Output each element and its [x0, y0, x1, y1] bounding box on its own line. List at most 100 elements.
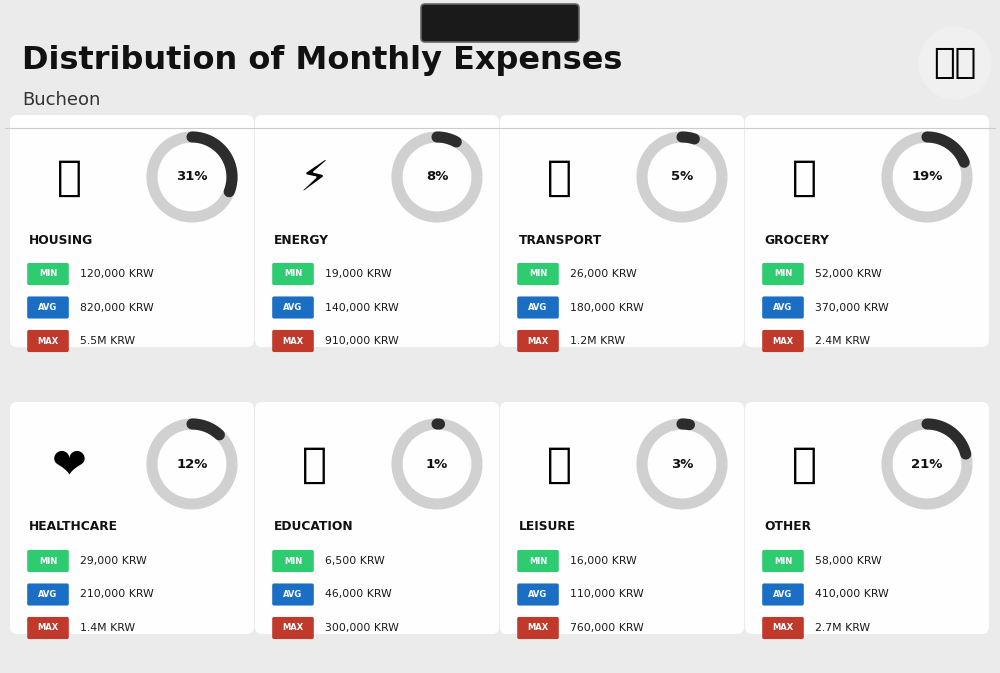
FancyBboxPatch shape — [27, 330, 69, 352]
FancyBboxPatch shape — [27, 263, 69, 285]
Text: AVG: AVG — [38, 590, 58, 599]
Text: HEALTHCARE: HEALTHCARE — [29, 520, 118, 534]
Text: 12%: 12% — [176, 458, 208, 470]
FancyBboxPatch shape — [272, 296, 314, 318]
Text: AVG: AVG — [773, 303, 793, 312]
Text: 820,000 KRW: 820,000 KRW — [80, 302, 154, 312]
Text: 19%: 19% — [911, 170, 943, 184]
Text: AVG: AVG — [528, 303, 548, 312]
Text: 21%: 21% — [911, 458, 943, 470]
FancyBboxPatch shape — [517, 550, 559, 572]
Text: 52,000 KRW: 52,000 KRW — [815, 269, 882, 279]
Text: 46,000 KRW: 46,000 KRW — [325, 590, 392, 600]
Text: 29,000 KRW: 29,000 KRW — [80, 556, 147, 566]
FancyBboxPatch shape — [762, 550, 804, 572]
Text: 🚌: 🚌 — [546, 157, 572, 199]
FancyBboxPatch shape — [762, 263, 804, 285]
Text: 58,000 KRW: 58,000 KRW — [815, 556, 882, 566]
Text: ❤: ❤ — [52, 444, 86, 486]
FancyBboxPatch shape — [27, 583, 69, 606]
Text: MIN: MIN — [39, 269, 57, 279]
FancyBboxPatch shape — [762, 330, 804, 352]
FancyBboxPatch shape — [762, 583, 804, 606]
Text: 760,000 KRW: 760,000 KRW — [570, 623, 644, 633]
Text: MIN: MIN — [39, 557, 57, 565]
FancyBboxPatch shape — [10, 115, 254, 347]
FancyBboxPatch shape — [500, 402, 744, 634]
Text: 🎓: 🎓 — [302, 444, 326, 486]
Text: 910,000 KRW: 910,000 KRW — [325, 336, 399, 346]
Text: MAX: MAX — [282, 623, 304, 633]
FancyBboxPatch shape — [27, 296, 69, 318]
Text: AVG: AVG — [283, 303, 303, 312]
Text: OTHER: OTHER — [764, 520, 811, 534]
FancyBboxPatch shape — [27, 550, 69, 572]
Text: Individual: Individual — [470, 17, 530, 30]
Text: 1.4M KRW: 1.4M KRW — [80, 623, 135, 633]
Text: ⚡: ⚡ — [299, 157, 329, 199]
Text: GROCERY: GROCERY — [764, 234, 829, 246]
FancyBboxPatch shape — [517, 296, 559, 318]
FancyBboxPatch shape — [272, 583, 314, 606]
Text: 🇰🇷: 🇰🇷 — [933, 46, 977, 80]
Text: 210,000 KRW: 210,000 KRW — [80, 590, 154, 600]
Text: 🏢: 🏢 — [57, 157, 82, 199]
FancyBboxPatch shape — [500, 115, 744, 347]
Text: 6,500 KRW: 6,500 KRW — [325, 556, 385, 566]
Text: MIN: MIN — [284, 557, 302, 565]
FancyBboxPatch shape — [255, 115, 499, 347]
Text: 300,000 KRW: 300,000 KRW — [325, 623, 399, 633]
Text: 8%: 8% — [426, 170, 448, 184]
Text: 2.4M KRW: 2.4M KRW — [815, 336, 870, 346]
Text: 26,000 KRW: 26,000 KRW — [570, 269, 637, 279]
Text: MIN: MIN — [774, 269, 792, 279]
Text: 19,000 KRW: 19,000 KRW — [325, 269, 392, 279]
Text: 1.2M KRW: 1.2M KRW — [570, 336, 625, 346]
Circle shape — [919, 27, 991, 99]
FancyBboxPatch shape — [10, 402, 254, 634]
Text: 140,000 KRW: 140,000 KRW — [325, 302, 399, 312]
Text: 110,000 KRW: 110,000 KRW — [570, 590, 644, 600]
Text: 🛒: 🛒 — [791, 157, 816, 199]
Text: 🛍: 🛍 — [546, 444, 572, 486]
FancyBboxPatch shape — [272, 550, 314, 572]
FancyBboxPatch shape — [421, 4, 579, 42]
Text: 1%: 1% — [426, 458, 448, 470]
Text: AVG: AVG — [773, 590, 793, 599]
Text: 3%: 3% — [671, 458, 693, 470]
Text: 31%: 31% — [176, 170, 208, 184]
FancyBboxPatch shape — [272, 617, 314, 639]
Text: 16,000 KRW: 16,000 KRW — [570, 556, 637, 566]
Text: EDUCATION: EDUCATION — [274, 520, 354, 534]
Text: MIN: MIN — [529, 269, 547, 279]
Text: 💰: 💰 — [791, 444, 816, 486]
Text: LEISURE: LEISURE — [519, 520, 576, 534]
Text: MAX: MAX — [282, 336, 304, 345]
Text: 2.7M KRW: 2.7M KRW — [815, 623, 870, 633]
Text: MIN: MIN — [529, 557, 547, 565]
Text: TRANSPORT: TRANSPORT — [519, 234, 602, 246]
Text: HOUSING: HOUSING — [29, 234, 93, 246]
Text: Distribution of Monthly Expenses: Distribution of Monthly Expenses — [22, 46, 622, 77]
Text: MAX: MAX — [37, 623, 59, 633]
Text: MAX: MAX — [527, 336, 549, 345]
Text: 180,000 KRW: 180,000 KRW — [570, 302, 644, 312]
Text: MAX: MAX — [772, 623, 794, 633]
Text: MIN: MIN — [774, 557, 792, 565]
Text: Bucheon: Bucheon — [22, 91, 100, 109]
Text: 5.5M KRW: 5.5M KRW — [80, 336, 135, 346]
FancyBboxPatch shape — [517, 330, 559, 352]
FancyBboxPatch shape — [272, 263, 314, 285]
Text: AVG: AVG — [528, 590, 548, 599]
Text: 120,000 KRW: 120,000 KRW — [80, 269, 154, 279]
FancyBboxPatch shape — [255, 402, 499, 634]
FancyBboxPatch shape — [517, 617, 559, 639]
Text: ENERGY: ENERGY — [274, 234, 329, 246]
FancyBboxPatch shape — [27, 617, 69, 639]
Text: MIN: MIN — [284, 269, 302, 279]
Text: 370,000 KRW: 370,000 KRW — [815, 302, 889, 312]
FancyBboxPatch shape — [517, 583, 559, 606]
Text: MAX: MAX — [772, 336, 794, 345]
FancyBboxPatch shape — [762, 617, 804, 639]
Text: MAX: MAX — [37, 336, 59, 345]
